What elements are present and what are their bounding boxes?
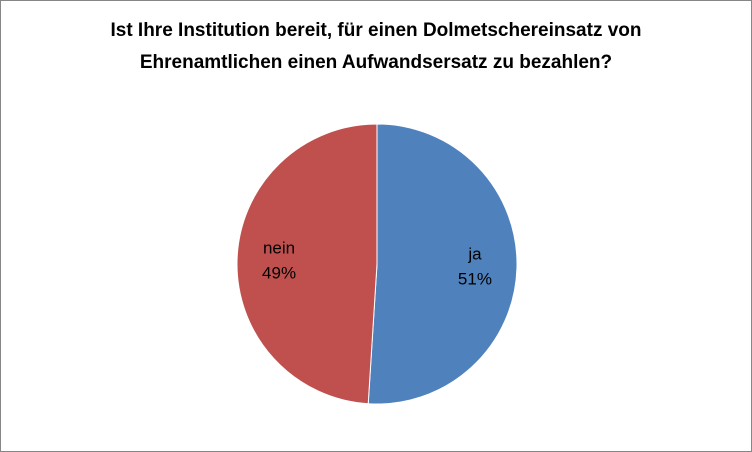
slice-category-label: ja	[467, 245, 482, 264]
slice-value-label: 49%	[262, 263, 296, 282]
slice-category-label: nein	[263, 238, 295, 257]
pie-slice	[367, 123, 518, 405]
pie-slice	[236, 123, 378, 405]
slice-value-label: 51%	[458, 270, 492, 289]
chart-title: Ist Ihre Institution bereit, für einen D…	[110, 20, 642, 73]
